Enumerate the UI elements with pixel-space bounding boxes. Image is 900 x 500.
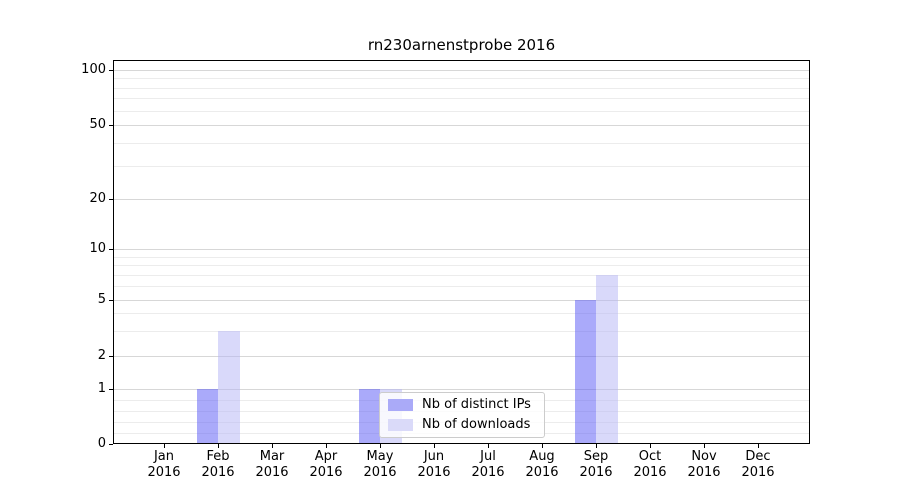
legend-item-distinct-ips: Nb of distinct IPs — [388, 397, 536, 413]
x-tick — [704, 444, 705, 448]
y-tick — [109, 300, 113, 301]
y-tick-label: 20 — [89, 191, 106, 206]
y-tick-label: 1 — [97, 381, 106, 396]
chart-title: rn230arnenstprobe 2016 — [367, 36, 556, 54]
gridline-minor — [114, 143, 809, 144]
x-tick-label: Jul 2016 — [461, 449, 515, 481]
gridline-major — [114, 356, 809, 357]
x-tick-label: Apr 2016 — [299, 449, 353, 481]
x-tick-label-month: Feb — [206, 449, 230, 464]
x-tick-label-month: Dec — [745, 449, 771, 464]
x-tick-label-year: 2016 — [633, 465, 667, 480]
legend-swatch-distinct-ips-icon — [388, 399, 413, 411]
x-tick-label-year: 2016 — [363, 465, 397, 480]
x-tick — [218, 444, 219, 448]
x-tick-label: Sep 2016 — [569, 449, 623, 481]
x-tick-label: May 2016 — [353, 449, 407, 481]
bar-downloads — [218, 331, 240, 444]
x-tick-label-year: 2016 — [255, 465, 289, 480]
x-tick-label: Oct 2016 — [623, 449, 677, 481]
x-tick — [380, 444, 381, 448]
y-tick-label: 100 — [81, 62, 106, 77]
legend-label-downloads: Nb of downloads — [422, 417, 531, 432]
x-tick — [488, 444, 489, 448]
legend-swatch-downloads-icon — [388, 419, 413, 431]
x-tick-label-month: Jul — [480, 449, 496, 464]
x-tick — [650, 444, 651, 448]
gridline-minor — [114, 88, 809, 89]
x-tick-label: Nov 2016 — [677, 449, 731, 481]
x-tick — [164, 444, 165, 448]
y-tick-label: 0 — [97, 436, 106, 451]
x-tick-label: Feb 2016 — [191, 449, 245, 481]
gridline-minor — [114, 257, 809, 258]
y-tick-label: 2 — [97, 348, 106, 363]
x-tick-label-year: 2016 — [741, 465, 775, 480]
x-tick-label-year: 2016 — [687, 465, 721, 480]
gridline-minor — [114, 286, 809, 287]
gridline-minor — [114, 265, 809, 266]
legend-item-downloads: Nb of downloads — [388, 417, 536, 433]
x-tick-label-year: 2016 — [525, 465, 559, 480]
gridline-major — [114, 125, 809, 126]
x-tick-label-month: Aug — [529, 449, 555, 464]
x-tick-label-year: 2016 — [147, 465, 181, 480]
gridline-minor — [114, 78, 809, 79]
x-tick-label: Aug 2016 — [515, 449, 569, 481]
legend-label-distinct-ips: Nb of distinct IPs — [422, 397, 531, 412]
x-tick-label-year: 2016 — [471, 465, 505, 480]
y-tick — [109, 199, 113, 200]
x-tick-label: Dec 2016 — [731, 449, 785, 481]
y-tick — [109, 70, 113, 71]
x-tick-label: Mar 2016 — [245, 449, 299, 481]
gridline-major — [114, 249, 809, 250]
x-tick-label-month: Nov — [691, 449, 717, 464]
y-tick-label: 5 — [97, 292, 106, 307]
x-tick-label-month: Jan — [153, 449, 175, 464]
y-tick — [109, 356, 113, 357]
x-tick-label-month: Apr — [314, 449, 338, 464]
x-tick-label-year: 2016 — [579, 465, 613, 480]
x-tick-label-month: Oct — [638, 449, 662, 464]
gridline-major — [114, 389, 809, 390]
x-tick-label-month: May — [366, 449, 394, 464]
x-tick-label-month: Jun — [423, 449, 445, 464]
gridline-minor — [114, 313, 809, 314]
y-tick — [109, 389, 113, 390]
x-tick-label-year: 2016 — [309, 465, 343, 480]
legend: Nb of distinct IPs Nb of downloads — [379, 392, 545, 438]
bar-distinct-ips — [359, 389, 380, 444]
gridline-minor — [114, 166, 809, 167]
x-tick-label-month: Sep — [583, 449, 609, 464]
bar-distinct-ips — [575, 300, 596, 444]
y-tick — [109, 249, 113, 250]
x-tick-label: Jan 2016 — [137, 449, 191, 481]
x-tick-label: Jun 2016 — [407, 449, 461, 481]
gridline-major — [114, 70, 809, 71]
x-tick-label-month: Mar — [259, 449, 285, 464]
bar-distinct-ips — [197, 389, 218, 444]
x-tick — [272, 444, 273, 448]
x-tick — [542, 444, 543, 448]
gridline-minor — [114, 98, 809, 99]
gridline-minor — [114, 275, 809, 276]
x-tick-label-year: 2016 — [201, 465, 235, 480]
x-tick — [596, 444, 597, 448]
x-tick — [434, 444, 435, 448]
gridline-major — [114, 300, 809, 301]
x-tick — [326, 444, 327, 448]
y-tick — [109, 125, 113, 126]
gridline-major — [114, 199, 809, 200]
y-tick-label: 50 — [89, 117, 106, 132]
bar-downloads — [596, 275, 618, 444]
y-tick-label: 10 — [89, 241, 106, 256]
y-tick — [109, 444, 113, 445]
x-tick-label-year: 2016 — [417, 465, 451, 480]
gridline-minor — [114, 331, 809, 332]
gridline-minor — [114, 111, 809, 112]
x-tick — [758, 444, 759, 448]
